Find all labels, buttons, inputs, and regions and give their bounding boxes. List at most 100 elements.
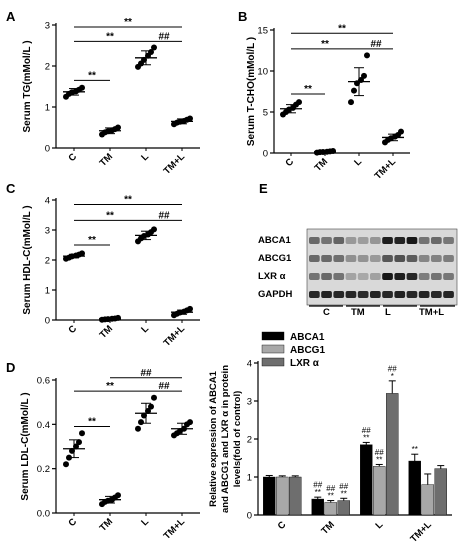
blot-band (382, 255, 393, 262)
y-tick-label: 1 (45, 286, 50, 297)
x-tick-label: TM+L (408, 519, 434, 545)
blot-band (357, 237, 369, 244)
y-tick-label: 15 (257, 26, 268, 37)
bar-significance-label: ** (341, 489, 347, 498)
x-tick-label: L (139, 151, 151, 163)
significance-label: ** (124, 195, 132, 206)
blot-band (321, 291, 332, 298)
x-tick-label: TM (98, 516, 116, 534)
significance-label: ## (140, 368, 152, 379)
bar (289, 476, 302, 516)
blot-band (382, 237, 393, 244)
bar (263, 476, 276, 516)
bar (434, 468, 447, 516)
y-axis-label: levels(fold of control) (232, 391, 243, 488)
blot-band (431, 237, 442, 244)
blot-band (406, 255, 418, 262)
blot-label-gapdh: GAPDH (258, 289, 293, 300)
y-tick-label: 3 (45, 21, 50, 32)
y-axis-label: Serum T-CHO(mMol/L ) (246, 37, 257, 146)
blot-band (431, 273, 442, 280)
blot-band (309, 237, 320, 244)
western-blot (306, 228, 458, 307)
blot-band (418, 237, 430, 244)
data-point (361, 72, 367, 79)
y-tick-label: 0.6 (37, 376, 50, 387)
x-tick-label: TM+L (162, 516, 188, 542)
bar-significance-label: ** (376, 455, 382, 464)
significance-label: ## (158, 31, 170, 42)
significance-label: ** (338, 23, 346, 34)
panel-a-letter: A (6, 9, 16, 24)
bar-significance-label: ** (315, 488, 321, 497)
bar-significance-label: ** (328, 492, 334, 501)
blot-band (406, 237, 418, 244)
blot-band (309, 291, 320, 298)
x-tick-label: TM (313, 156, 331, 174)
y-tick-label: 0.2 (37, 464, 50, 475)
data-point (115, 314, 121, 321)
blot-label-abca1: ABCA1 (258, 235, 291, 246)
panel-e-letter: E (259, 181, 268, 196)
data-point (151, 394, 157, 401)
panel-c-letter: C (6, 181, 16, 196)
significance-label: ** (106, 31, 114, 42)
panel-d-letter: D (6, 360, 15, 375)
significance-label: ** (88, 417, 96, 428)
y-axis-label: Relative expression of ABCA1 (208, 370, 219, 507)
y-tick-label: 3 (247, 397, 252, 408)
bar-significance-label: ## (313, 481, 322, 490)
data-point (296, 99, 302, 106)
panel-c: 0 1 2 3 4 Serum HDL-C(mMol/L ) C TM L TM+L ** ** ** #… (22, 195, 200, 349)
y-axis-label: Serum TG(mMol/L ) (22, 40, 33, 132)
data-point (138, 419, 144, 426)
data-point (364, 52, 370, 59)
y-tick-label: 2 (45, 62, 50, 73)
blot-band (309, 255, 320, 262)
x-tick-label: L (352, 156, 364, 168)
x-tick-label: C (66, 516, 79, 529)
blot-band (370, 291, 381, 298)
data-point (187, 115, 193, 122)
data-point (79, 430, 85, 437)
bar-significance-label: ## (326, 484, 335, 493)
data-point (76, 439, 82, 446)
blot-group-tml: TM+L (419, 307, 445, 318)
blot-band (370, 255, 381, 262)
blot-band (321, 273, 332, 280)
blot-group-tm: TM (351, 307, 365, 318)
y-axis-label: and ABCG1 and LXR α in protein (220, 365, 231, 513)
blot-band (394, 255, 406, 262)
blot-band (357, 273, 369, 280)
blot-band (394, 273, 406, 280)
blot-band (370, 237, 381, 244)
y-axis-label: Serum LDL-C(mMol/L ) (20, 392, 31, 500)
panel-d: 0.0 0.2 0.4 0.6 Serum LDL-C(mMol/L ) C TM L TM+L… (20, 368, 200, 542)
blot-band (321, 255, 332, 262)
data-point (151, 44, 157, 51)
legend-label: ABCG1 (290, 345, 325, 356)
blot-band (333, 291, 345, 298)
x-tick-label: TM+L (162, 151, 188, 177)
data-point (351, 87, 357, 94)
blot-band (382, 291, 393, 298)
bar (421, 484, 434, 516)
blot-band (406, 273, 418, 280)
blot-band (394, 291, 406, 298)
panel-a: 0 1 2 3 Serum TG(mMol/L ) C TM L TM+L ** ** ** ## (22, 17, 200, 177)
blot-band (431, 291, 442, 298)
y-axis-label: Serum HDL-C(mMol/L ) (22, 205, 33, 314)
y-tick-label: 3 (45, 226, 50, 237)
y-tick-label: 2 (247, 435, 252, 446)
blot-band (333, 255, 345, 262)
significance-label: ## (158, 381, 170, 392)
x-tick-label: C (276, 519, 289, 532)
data-point (79, 250, 85, 257)
y-tick-label: 0.0 (37, 509, 50, 520)
x-tick-label: TM (98, 151, 116, 169)
y-tick-label: 0 (263, 149, 268, 160)
blot-band (333, 273, 345, 280)
data-point (151, 226, 157, 233)
